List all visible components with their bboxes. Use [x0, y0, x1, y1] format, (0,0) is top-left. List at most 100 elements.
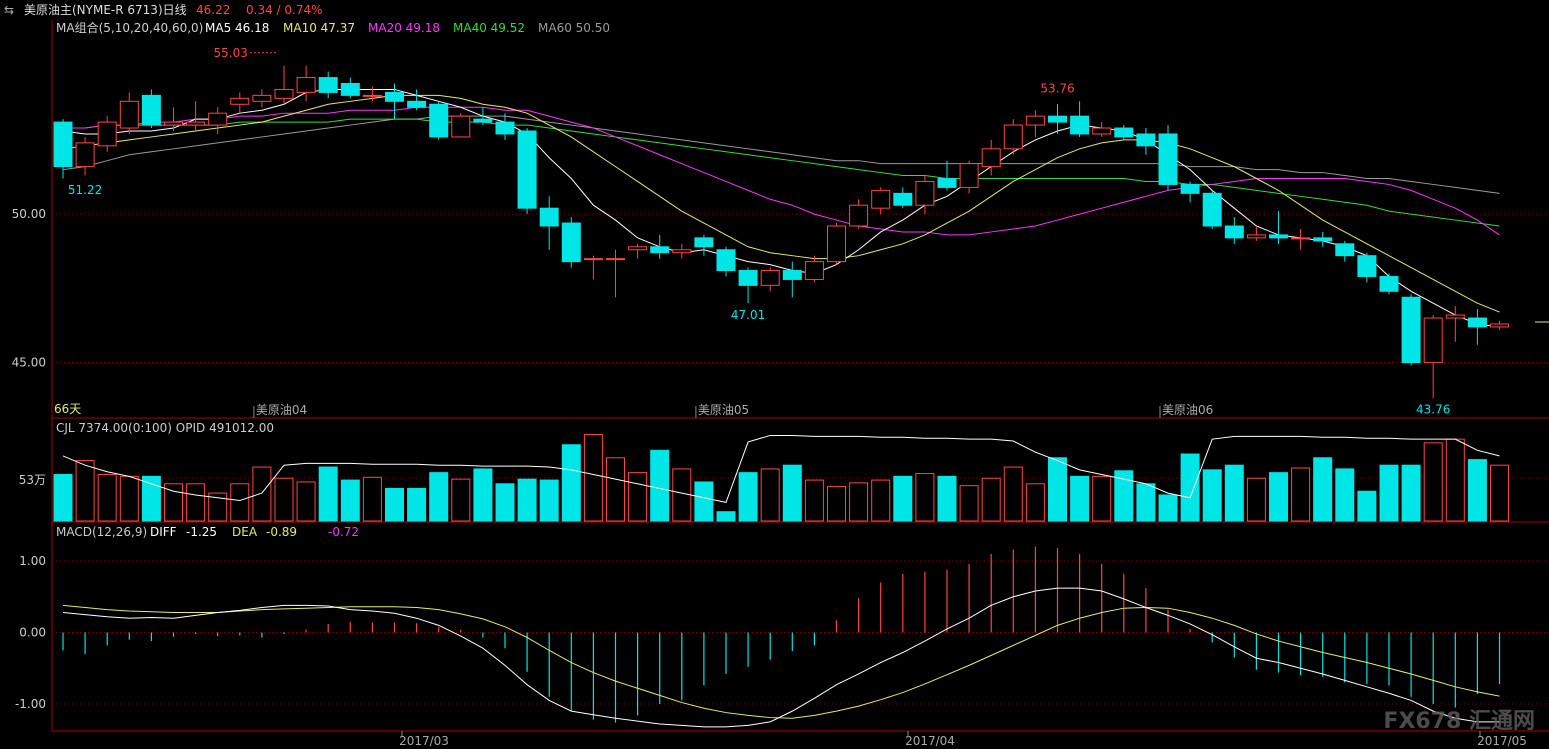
volume-bar	[1423, 442, 1443, 522]
volume-bar	[75, 460, 95, 522]
candle	[1224, 217, 1244, 244]
x-axis-label: 2017/04	[905, 734, 955, 748]
ma-legend-item: MA10 47.37	[283, 21, 355, 35]
volume-bar	[318, 466, 338, 522]
volume-bar	[141, 475, 161, 522]
candle	[274, 65, 294, 105]
ma5-line	[62, 88, 1500, 328]
candle	[296, 65, 316, 102]
volume-bar	[1467, 459, 1487, 522]
candle	[1401, 294, 1421, 366]
candle	[1379, 273, 1399, 295]
volume-bar	[1490, 464, 1509, 522]
ma10-line	[62, 94, 1500, 313]
candle	[1313, 231, 1333, 247]
volume-bar	[937, 475, 957, 522]
volume-legend: CJL 7374.00(0:100) OPID 491012.00	[56, 421, 274, 435]
candle-body	[1269, 234, 1288, 239]
candle	[893, 187, 913, 209]
candle	[1070, 101, 1090, 137]
candle	[849, 199, 869, 229]
volume-bar	[1025, 483, 1045, 522]
candle-body	[186, 121, 206, 126]
volume-bar	[1357, 490, 1377, 522]
candle	[1490, 321, 1509, 330]
candle-body	[849, 204, 869, 227]
candle	[1246, 226, 1266, 241]
candle-body	[1445, 314, 1465, 319]
volume-bar	[517, 478, 537, 522]
x-axis-label: 2017/05	[1477, 734, 1527, 748]
candle-body	[1048, 115, 1067, 123]
volume-bar	[429, 472, 449, 522]
candle	[429, 101, 449, 140]
candle-body	[1158, 133, 1178, 185]
candle-body	[561, 222, 581, 263]
candle	[606, 249, 625, 298]
candle-body	[716, 249, 736, 272]
candle-body	[1224, 225, 1244, 239]
candle	[716, 246, 736, 277]
candle	[1003, 119, 1023, 155]
volume-bar	[340, 479, 360, 522]
candle	[804, 255, 824, 283]
volume-bar	[1070, 475, 1090, 522]
candle	[1092, 122, 1112, 137]
swap-arrows-icon[interactable]: ⇆	[4, 3, 15, 17]
candle-body	[451, 115, 471, 138]
volume-bar	[1202, 469, 1222, 522]
volume-bar	[804, 479, 824, 522]
volume-bar	[1401, 464, 1421, 522]
candle-body	[937, 178, 957, 188]
volume-bar	[1291, 467, 1311, 522]
candle	[186, 101, 206, 131]
candle-body	[362, 94, 382, 97]
ma60-line	[62, 115, 1500, 194]
candle	[1025, 110, 1045, 137]
candle-body	[893, 192, 913, 206]
watermark: FX678 汇通网	[1383, 709, 1535, 734]
candle-body	[252, 94, 272, 102]
volume-bar	[296, 481, 316, 522]
volume-bar	[230, 483, 250, 522]
candle	[208, 107, 228, 134]
header-bar: ⇆ 美原油主(NYME-R 6713)日线 46.22 0.34 / 0.74%	[0, 0, 1549, 20]
candle	[871, 187, 891, 215]
candle	[650, 234, 670, 259]
candle	[937, 160, 957, 191]
volume-bar	[650, 449, 670, 522]
candle-body	[340, 83, 360, 96]
volume-bar	[672, 468, 692, 522]
candle-body	[274, 88, 294, 99]
volume-bar	[738, 472, 758, 522]
candle-body	[1246, 234, 1266, 239]
volume-bar	[539, 479, 559, 522]
candle-body	[385, 91, 404, 102]
volume-bar	[252, 466, 272, 522]
x-axis-label: 2017/03	[399, 734, 449, 748]
volume-bar	[451, 478, 471, 522]
candle	[318, 71, 338, 99]
price-y-tick: 45.00	[12, 356, 46, 370]
volume-bar	[274, 477, 294, 522]
volume-bar	[164, 483, 183, 522]
candle-body	[871, 189, 891, 209]
candle	[1114, 125, 1134, 140]
candle-body	[1025, 115, 1045, 126]
price-change: 0.34 / 0.74%	[246, 3, 323, 17]
volume-bar	[915, 473, 935, 522]
volume-bar	[893, 475, 913, 522]
candle	[407, 89, 427, 111]
candle-body	[804, 261, 824, 280]
diff-line	[62, 587, 1500, 728]
candle	[451, 113, 471, 138]
volume-bar	[1048, 457, 1067, 522]
candle	[561, 217, 581, 268]
candle-body	[1335, 243, 1355, 257]
macd-legend-item: DIFF	[150, 525, 177, 539]
macd-legend-item: DEA	[232, 525, 258, 539]
volume-bar	[694, 481, 714, 522]
volume-bar	[782, 464, 802, 522]
candle	[1467, 309, 1487, 345]
